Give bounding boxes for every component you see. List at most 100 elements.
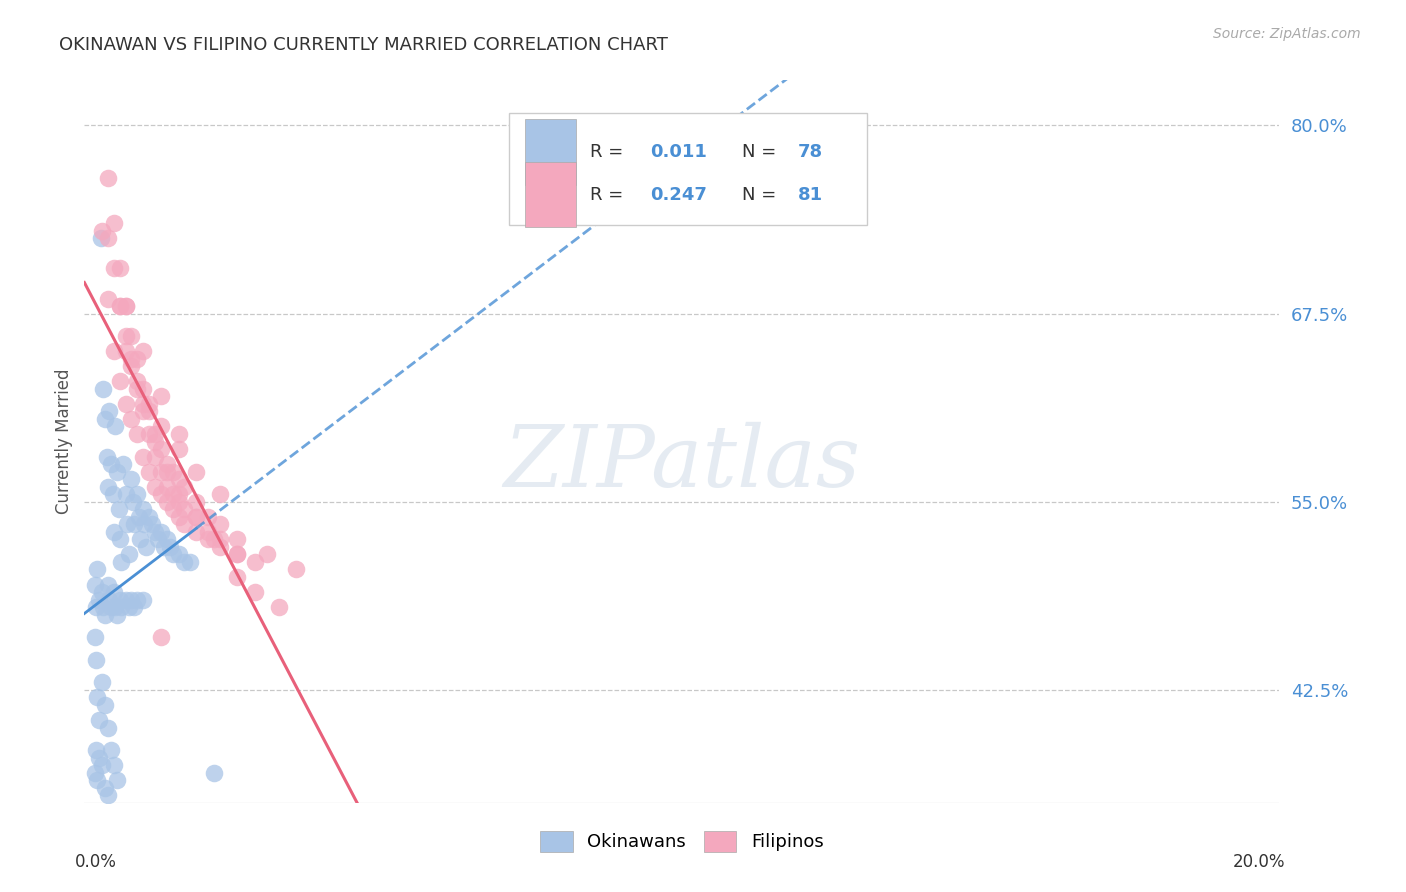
Point	[100, 457, 122, 471]
Point	[84, 577, 107, 591]
Point	[105, 465, 128, 479]
Point	[103, 344, 125, 359]
Point	[108, 299, 131, 313]
Point	[132, 450, 155, 464]
Point	[226, 548, 249, 562]
Point	[97, 480, 120, 494]
Point	[114, 329, 136, 343]
Point	[108, 592, 131, 607]
Point	[86, 773, 108, 788]
Point	[108, 533, 131, 547]
Point	[84, 743, 107, 757]
Point	[167, 427, 190, 442]
Point	[98, 404, 121, 418]
Point	[162, 465, 184, 479]
Point	[134, 517, 156, 532]
Point	[108, 261, 131, 276]
Point	[167, 472, 190, 486]
Point	[162, 487, 184, 501]
Point	[226, 533, 249, 547]
Point	[132, 344, 155, 359]
Point	[149, 465, 172, 479]
Point	[167, 494, 190, 508]
Point	[103, 524, 125, 539]
Point	[197, 524, 219, 539]
Text: 0.0%: 0.0%	[75, 854, 117, 871]
Point	[202, 533, 225, 547]
Legend: Okinawans, Filipinos: Okinawans, Filipinos	[533, 823, 831, 859]
Point	[114, 299, 136, 313]
Point	[104, 600, 127, 615]
Point	[117, 600, 139, 615]
Point	[256, 548, 278, 562]
Point	[132, 382, 155, 396]
Point	[162, 548, 184, 562]
FancyBboxPatch shape	[509, 112, 868, 225]
Point	[173, 480, 195, 494]
Point	[202, 765, 225, 780]
Point	[186, 494, 208, 508]
Point	[149, 389, 172, 403]
Point	[138, 427, 160, 442]
Point	[108, 375, 131, 389]
Point	[84, 600, 107, 615]
Point	[120, 351, 142, 366]
Point	[105, 607, 128, 622]
Point	[84, 653, 107, 667]
Point	[159, 540, 181, 554]
Point	[138, 465, 160, 479]
Point	[156, 480, 179, 494]
Point	[111, 457, 134, 471]
Point	[127, 592, 149, 607]
Point	[110, 555, 132, 569]
Point	[127, 382, 149, 396]
Point	[167, 509, 190, 524]
Point	[91, 758, 114, 772]
Point	[208, 540, 231, 554]
Point	[173, 502, 195, 516]
Point	[94, 412, 117, 426]
Point	[120, 592, 142, 607]
Point	[120, 412, 142, 426]
Point	[173, 555, 195, 569]
Point	[156, 465, 179, 479]
Point	[120, 472, 142, 486]
Point	[127, 427, 149, 442]
Point	[87, 592, 110, 607]
Point	[173, 517, 195, 532]
Point	[208, 517, 231, 532]
Point	[114, 299, 136, 313]
Point	[101, 487, 124, 501]
Point	[86, 690, 108, 705]
Text: Source: ZipAtlas.com: Source: ZipAtlas.com	[1213, 27, 1361, 41]
Point	[97, 292, 120, 306]
Point	[167, 487, 190, 501]
FancyBboxPatch shape	[526, 120, 575, 185]
FancyBboxPatch shape	[526, 162, 575, 227]
Point	[104, 419, 127, 434]
Text: R =: R =	[591, 143, 628, 161]
Point	[186, 509, 208, 524]
Point	[243, 585, 266, 599]
Point	[96, 450, 118, 464]
Point	[179, 555, 201, 569]
Point	[97, 171, 120, 186]
Point	[138, 509, 160, 524]
Point	[107, 502, 129, 516]
Point	[129, 533, 152, 547]
Point	[103, 216, 125, 230]
Text: 78: 78	[797, 143, 823, 161]
Point	[98, 592, 121, 607]
Point	[87, 713, 110, 727]
Point	[121, 494, 143, 508]
Text: R =: R =	[591, 186, 628, 203]
Point	[167, 548, 190, 562]
Point	[285, 562, 308, 576]
Text: 0.011: 0.011	[650, 143, 707, 161]
Point	[156, 494, 179, 508]
Point	[127, 487, 149, 501]
Point	[243, 555, 266, 569]
Point	[115, 517, 138, 532]
Point	[138, 404, 160, 418]
Text: N =: N =	[742, 143, 782, 161]
